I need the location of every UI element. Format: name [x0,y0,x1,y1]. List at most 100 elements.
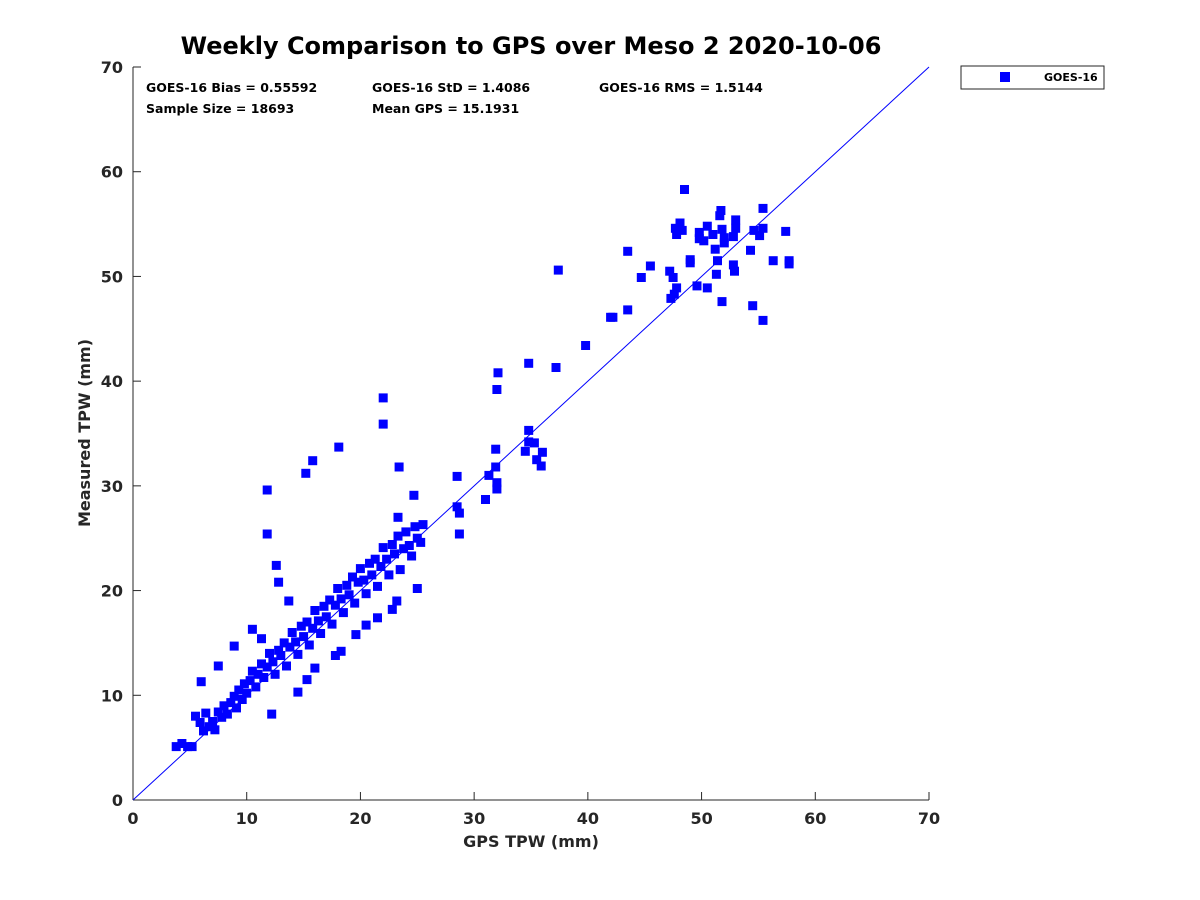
y-tick-label: 70 [101,58,123,77]
data-point [382,554,392,564]
data-point [171,742,181,752]
y-tick-label: 20 [101,582,123,601]
data-point [247,666,257,676]
data-point [293,649,303,659]
data-point [553,265,563,275]
data-point [342,580,352,590]
data-point [201,708,211,718]
data-point [262,662,272,672]
data-point [299,632,309,642]
data-point [452,502,462,512]
data-point [537,447,547,457]
data-point [334,442,344,452]
data-point [210,725,220,735]
data-point [524,425,534,435]
data-point [749,225,759,235]
x-tick-label: 10 [236,809,258,828]
data-point [274,577,284,587]
data-point [758,315,768,325]
data-point [237,695,247,704]
x-tick-label: 70 [918,809,940,828]
data-point [392,596,402,606]
data-point [232,703,241,713]
data-point [529,438,539,448]
data-point [195,718,205,727]
data-point [781,226,791,236]
data-point [692,281,702,291]
y-axis-ticks: 0 10 20 30 40 50 60 70 [101,58,141,810]
data-point [416,537,426,547]
data-point [219,701,229,711]
x-tick-label: 20 [349,809,371,828]
data-point [699,236,709,246]
data-point [672,230,682,239]
data-point [355,564,365,574]
data-point [670,223,680,233]
data-points-goes16 [171,185,794,752]
data-point [321,612,331,622]
data-point [716,206,726,215]
data-point [208,717,218,726]
data-point [668,273,678,282]
data-point [702,221,712,231]
data-point [719,238,729,248]
data-point [728,260,738,270]
data-point [370,554,380,564]
data-point [669,289,679,299]
data-point [308,623,318,633]
data-point [748,301,758,311]
data-point [378,419,388,429]
data-point [367,570,377,580]
data-point [713,256,722,266]
data-point [387,540,397,549]
data-point [581,341,591,350]
data-point [410,522,420,532]
data-point [672,283,682,293]
data-point [304,640,314,650]
data-point [187,742,197,752]
data-point [196,677,206,687]
data-point [636,273,646,282]
data-point [708,230,718,239]
data-point [333,584,343,593]
data-point [316,629,326,638]
data-point [409,490,419,500]
data-point [302,675,312,685]
data-point [702,283,712,293]
bias-annotation: GOES-16 Bias = 0.55592 [146,80,317,95]
data-point [731,223,741,233]
data-point [348,572,357,582]
data-point [308,456,318,466]
data-point [395,565,405,575]
data-point [665,266,675,276]
data-point [285,642,295,652]
data-point [296,621,306,631]
data-point [270,669,280,679]
data-point [454,508,464,518]
data-point [217,712,227,722]
data-point [259,673,269,682]
data-point [378,393,388,403]
legend-entry-goes16: GOES-16 [1044,71,1098,84]
data-point [491,462,501,472]
data-point [361,620,371,630]
data-point [384,570,394,580]
data-point [623,305,633,315]
data-point [755,231,765,241]
data-point [393,512,403,522]
data-point [313,616,323,626]
data-point [376,562,386,571]
data-point [319,601,329,611]
x-tick-label: 30 [463,809,485,828]
data-point [454,529,464,539]
data-point [524,358,534,368]
data-point [491,444,501,454]
data-point [484,470,494,480]
data-point [492,484,502,494]
data-point [694,227,704,237]
x-axis-label: GPS TPW (mm) [463,832,599,851]
data-point [251,682,261,692]
data-point [407,551,417,561]
data-point [711,269,721,279]
data-point [520,446,530,456]
